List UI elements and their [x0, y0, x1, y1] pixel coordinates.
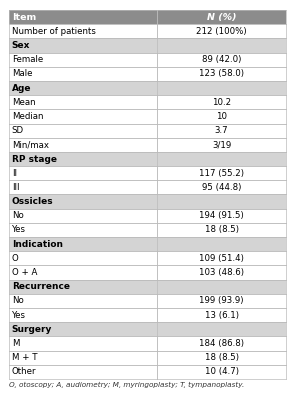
Text: 18 (8.5): 18 (8.5): [205, 225, 239, 235]
Bar: [9, 322, 286, 336]
Bar: [9, 194, 286, 209]
Bar: [9, 166, 157, 180]
Text: 199 (93.9): 199 (93.9): [199, 296, 244, 306]
Text: II: II: [12, 169, 17, 178]
Bar: [9, 336, 157, 350]
Bar: [9, 24, 157, 38]
Bar: [9, 279, 286, 294]
Text: No: No: [12, 211, 24, 220]
Bar: [157, 365, 286, 379]
Bar: [9, 251, 157, 265]
Text: SD: SD: [12, 126, 24, 135]
Text: 18 (8.5): 18 (8.5): [205, 353, 239, 362]
Text: Mean: Mean: [12, 98, 35, 107]
Text: 95 (44.8): 95 (44.8): [202, 183, 241, 192]
Text: Ossicles: Ossicles: [12, 197, 53, 206]
Bar: [9, 109, 157, 124]
Bar: [9, 223, 157, 237]
Text: Yes: Yes: [12, 311, 26, 320]
Bar: [9, 67, 157, 81]
Bar: [157, 53, 286, 67]
Bar: [9, 365, 157, 379]
Bar: [157, 67, 286, 81]
Text: 109 (51.4): 109 (51.4): [199, 254, 244, 263]
Bar: [9, 81, 286, 95]
Text: 89 (42.0): 89 (42.0): [202, 55, 241, 64]
Text: 184 (86.8): 184 (86.8): [199, 339, 244, 348]
Bar: [157, 308, 286, 322]
Bar: [9, 124, 157, 138]
Text: O + A: O + A: [12, 268, 37, 277]
Text: 194 (91.5): 194 (91.5): [199, 211, 244, 220]
Bar: [9, 10, 157, 24]
Bar: [157, 10, 286, 24]
Bar: [157, 265, 286, 279]
Bar: [9, 152, 286, 166]
Text: Item: Item: [12, 12, 36, 22]
Bar: [9, 53, 157, 67]
Text: Median: Median: [12, 112, 43, 121]
Bar: [157, 180, 286, 194]
Text: N (%): N (%): [207, 12, 236, 22]
Bar: [157, 24, 286, 38]
Text: O, otoscopy; A, audiometry; M, myringoplasty; T, tympanoplasty.: O, otoscopy; A, audiometry; M, myringopl…: [9, 382, 244, 388]
Bar: [157, 251, 286, 265]
Text: M: M: [12, 339, 19, 348]
Bar: [9, 138, 157, 152]
Text: Other: Other: [12, 367, 36, 377]
Text: M + T: M + T: [12, 353, 37, 362]
Text: 10 (4.7): 10 (4.7): [205, 367, 239, 377]
Text: 212 (100%): 212 (100%): [196, 27, 247, 36]
Bar: [9, 294, 157, 308]
Text: Female: Female: [12, 55, 43, 64]
Bar: [9, 265, 157, 279]
Text: RP stage: RP stage: [12, 154, 57, 164]
Text: Recurrence: Recurrence: [12, 282, 70, 291]
Bar: [9, 237, 286, 251]
Text: Yes: Yes: [12, 225, 26, 235]
Bar: [9, 95, 157, 109]
Text: Indication: Indication: [12, 240, 63, 249]
Text: Male: Male: [12, 69, 32, 78]
Text: Sex: Sex: [12, 41, 30, 50]
Text: Number of patients: Number of patients: [12, 27, 96, 36]
Bar: [157, 350, 286, 365]
Text: III: III: [12, 183, 19, 192]
Bar: [157, 209, 286, 223]
Bar: [9, 209, 157, 223]
Bar: [157, 223, 286, 237]
Bar: [157, 138, 286, 152]
Text: 103 (48.6): 103 (48.6): [199, 268, 244, 277]
Bar: [157, 336, 286, 350]
Text: Age: Age: [12, 83, 31, 93]
Bar: [157, 95, 286, 109]
Bar: [9, 180, 157, 194]
Bar: [157, 109, 286, 124]
Text: 10: 10: [216, 112, 227, 121]
Text: 3/19: 3/19: [212, 140, 231, 149]
Bar: [157, 124, 286, 138]
Bar: [157, 166, 286, 180]
Bar: [9, 350, 157, 365]
Text: No: No: [12, 296, 24, 306]
Text: Min/max: Min/max: [12, 140, 49, 149]
Text: 13 (6.1): 13 (6.1): [205, 311, 239, 320]
Text: 3.7: 3.7: [215, 126, 229, 135]
Text: 123 (58.0): 123 (58.0): [199, 69, 244, 78]
Bar: [9, 38, 286, 53]
Text: 117 (55.2): 117 (55.2): [199, 169, 244, 178]
Text: 10.2: 10.2: [212, 98, 231, 107]
Text: Surgery: Surgery: [12, 325, 52, 334]
Bar: [157, 294, 286, 308]
Text: O: O: [12, 254, 19, 263]
Bar: [9, 308, 157, 322]
